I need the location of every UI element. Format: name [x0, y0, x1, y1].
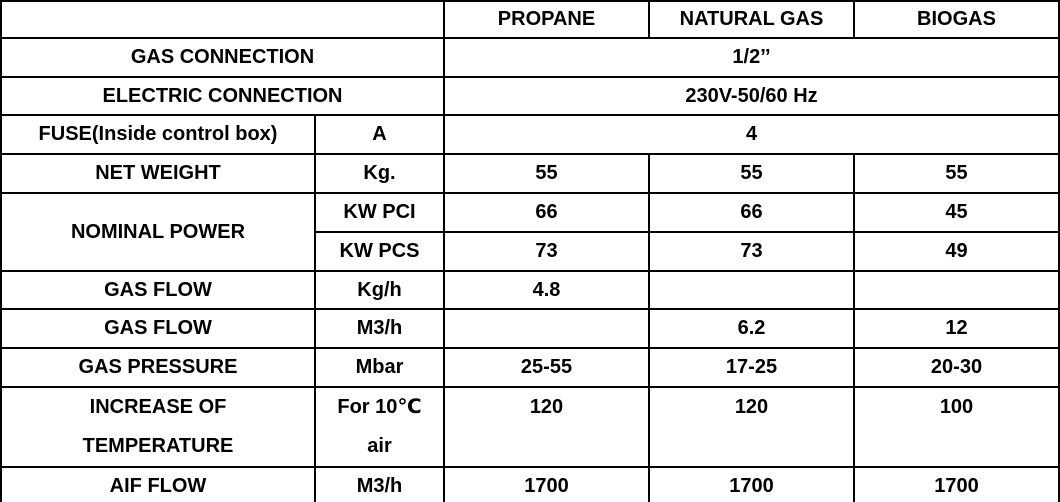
row-label-fuse: FUSE(Inside control box)	[0, 114, 316, 155]
column-header-natural-gas: NATURAL GAS	[648, 0, 855, 39]
row-label-gas-flow-m3: GAS FLOW	[0, 308, 316, 349]
increase-unit-line2: air	[367, 435, 392, 457]
unit-kw-pci: KW PCI	[314, 192, 445, 233]
value-increase-propane: 120	[443, 386, 650, 468]
unit-gas-pressure: Mbar	[314, 347, 445, 388]
row-electric-connection: ELECTRIC CONNECTION 230V-50/60 Hz	[0, 76, 1060, 116]
increase-label-line2: TEMPERATURE	[82, 435, 234, 457]
increase-natural-gas-text: 120	[734, 396, 769, 418]
row-label-nominal-power: NOMINAL POWER	[0, 192, 316, 272]
unit-aif-flow: M3/h	[314, 466, 445, 502]
row-nominal-power-pcs: KW PCS 73 73 49	[1, 231, 1060, 272]
value-pci-biogas: 45	[853, 192, 1060, 233]
value-gas-flow-kg-natural-gas	[648, 270, 855, 310]
value-fuse: 4	[443, 114, 1060, 155]
value-aif-flow-natural-gas: 1700	[648, 466, 855, 502]
value-aif-flow-biogas: 1700	[853, 466, 1060, 502]
value-gas-pressure-biogas: 20-30	[853, 347, 1060, 388]
row-aif-flow: AIF FLOW M3/h 1700 1700 1700	[0, 466, 1060, 502]
value-gas-flow-m3-biogas: 12	[853, 308, 1060, 349]
header-row: PROPANE NATURAL GAS BIOGAS	[0, 0, 1060, 39]
row-gas-connection: GAS CONNECTION 1/2’’	[0, 37, 1060, 78]
row-label-gas-flow-kg: GAS FLOW	[0, 270, 316, 310]
row-gas-flow-m3: GAS FLOW M3/h 6.2 12	[0, 308, 1060, 349]
unit-fuse: A	[314, 114, 445, 155]
row-label-gas-pressure: GAS PRESSURE	[0, 347, 316, 388]
row-label-net-weight: NET WEIGHT	[0, 153, 316, 194]
column-header-biogas: BIOGAS	[853, 0, 1060, 39]
row-label-increase-of-temperature: INCREASE OF TEMPERATURE	[0, 386, 316, 468]
value-gas-flow-kg-biogas	[853, 270, 1060, 310]
value-electric-connection: 230V-50/60 Hz	[443, 76, 1060, 116]
unit-net-weight: Kg.	[314, 153, 445, 194]
increase-biogas-text: 100	[939, 396, 974, 418]
row-label-electric-connection: ELECTRIC CONNECTION	[0, 76, 445, 116]
value-gas-pressure-natural-gas: 17-25	[648, 347, 855, 388]
value-gas-flow-m3-propane	[443, 308, 650, 349]
header-corner-cell	[0, 0, 445, 39]
row-fuse: FUSE(Inside control box) A 4	[0, 114, 1060, 155]
row-nominal-power-pci: NOMINAL POWER KW PCI 66 66 45	[0, 192, 1060, 272]
value-net-weight-biogas: 55	[853, 153, 1060, 194]
increase-unit-line1: For 10℃	[337, 396, 422, 418]
value-aif-flow-propane: 1700	[443, 466, 650, 502]
value-net-weight-propane: 55	[443, 153, 650, 194]
value-gas-flow-m3-natural-gas: 6.2	[648, 308, 855, 349]
unit-gas-flow-m3: M3/h	[314, 308, 445, 349]
row-label-gas-connection: GAS CONNECTION	[0, 37, 445, 78]
increase-propane-text: 120	[529, 396, 564, 418]
increase-label-line1: INCREASE OF	[89, 396, 227, 418]
row-label-aif-flow: AIF FLOW	[0, 466, 316, 502]
value-gas-pressure-propane: 25-55	[443, 347, 650, 388]
unit-gas-flow-kg: Kg/h	[314, 270, 445, 310]
unit-increase-of-temperature: For 10℃ air	[314, 386, 445, 468]
value-increase-biogas: 100	[853, 386, 1060, 468]
value-pcs-biogas: 49	[853, 231, 1060, 272]
row-net-weight: NET WEIGHT Kg. 55 55 55	[0, 153, 1060, 194]
value-pcs-natural-gas: 73	[648, 231, 855, 272]
row-gas-pressure: GAS PRESSURE Mbar 25-55 17-25 20-30	[0, 347, 1060, 388]
value-gas-connection: 1/2’’	[443, 37, 1060, 78]
value-pcs-propane: 73	[443, 231, 650, 272]
unit-kw-pcs: KW PCS	[314, 231, 445, 272]
value-pci-natural-gas: 66	[648, 192, 855, 233]
row-increase-of-temperature: INCREASE OF TEMPERATURE For 10℃ air 120 …	[0, 386, 1060, 468]
value-increase-natural-gas: 120	[648, 386, 855, 468]
value-gas-flow-kg-propane: 4.8	[443, 270, 650, 310]
nominal-power-label-text: NOMINAL POWER	[70, 220, 246, 243]
value-pci-propane: 66	[443, 192, 650, 233]
column-header-propane: PROPANE	[443, 0, 650, 39]
row-gas-flow-kg: GAS FLOW Kg/h 4.8	[0, 270, 1060, 310]
value-net-weight-natural-gas: 55	[648, 153, 855, 194]
